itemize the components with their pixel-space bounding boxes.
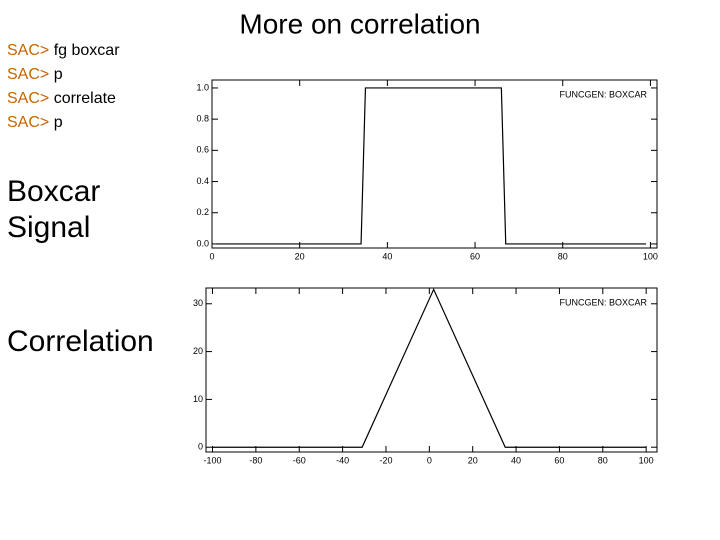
x-tick-label: -60 bbox=[293, 455, 306, 465]
side-label: Correlation bbox=[7, 325, 154, 358]
command-line: SAC> fg boxcar bbox=[7, 42, 120, 59]
x-tick-label: 80 bbox=[598, 455, 608, 465]
prompt: SAC> bbox=[7, 42, 49, 59]
x-tick-label: 40 bbox=[382, 251, 392, 261]
prompt: SAC> bbox=[7, 66, 49, 83]
y-tick-label: 30 bbox=[193, 298, 203, 308]
x-tick-label: 0 bbox=[427, 455, 432, 465]
y-tick-label: 0 bbox=[198, 442, 203, 452]
x-tick-label: 100 bbox=[643, 251, 658, 261]
y-tick-label: 0.6 bbox=[196, 145, 209, 155]
plot-frame bbox=[205, 287, 658, 453]
y-tick-label: 0.0 bbox=[196, 238, 209, 248]
x-tick-label: -100 bbox=[203, 455, 221, 465]
side-label: Signal bbox=[7, 211, 90, 244]
prompt: SAC> bbox=[7, 90, 49, 107]
y-tick-label: 0.2 bbox=[196, 207, 209, 217]
command: p bbox=[54, 114, 63, 131]
x-tick-label: 60 bbox=[470, 251, 480, 261]
command: fg boxcar bbox=[54, 42, 120, 59]
x-tick-label: 20 bbox=[295, 251, 305, 261]
command-line: SAC> p bbox=[7, 66, 63, 83]
data-line bbox=[212, 287, 647, 448]
y-tick-label: 10 bbox=[193, 394, 203, 404]
annotation: FUNCGEN: BOXCAR bbox=[559, 89, 647, 99]
y-tick-label: 0.8 bbox=[196, 114, 209, 124]
x-tick-label: -80 bbox=[249, 455, 262, 465]
y-tick-label: 20 bbox=[193, 346, 203, 356]
command-line: SAC> correlate bbox=[7, 90, 116, 107]
x-tick-label: 80 bbox=[558, 251, 568, 261]
slide-title: More on correlation bbox=[239, 8, 480, 39]
annotation: FUNCGEN: BOXCAR bbox=[559, 297, 647, 307]
x-tick-label: 20 bbox=[468, 455, 478, 465]
x-tick-label: 0 bbox=[209, 251, 214, 261]
data-line bbox=[216, 87, 647, 245]
x-tick-label: -40 bbox=[336, 455, 349, 465]
side-label: Boxcar bbox=[7, 175, 100, 208]
command: p bbox=[54, 66, 63, 83]
command: correlate bbox=[54, 90, 116, 107]
plot-frame bbox=[211, 79, 658, 249]
x-tick-label: 100 bbox=[639, 455, 654, 465]
y-tick-label: 1.0 bbox=[196, 82, 209, 92]
prompt: SAC> bbox=[7, 114, 49, 131]
x-tick-label: -20 bbox=[379, 455, 392, 465]
command-line: SAC> p bbox=[7, 114, 63, 131]
x-tick-label: 40 bbox=[511, 455, 521, 465]
y-tick-label: 0.4 bbox=[196, 176, 209, 186]
x-tick-label: 60 bbox=[554, 455, 564, 465]
